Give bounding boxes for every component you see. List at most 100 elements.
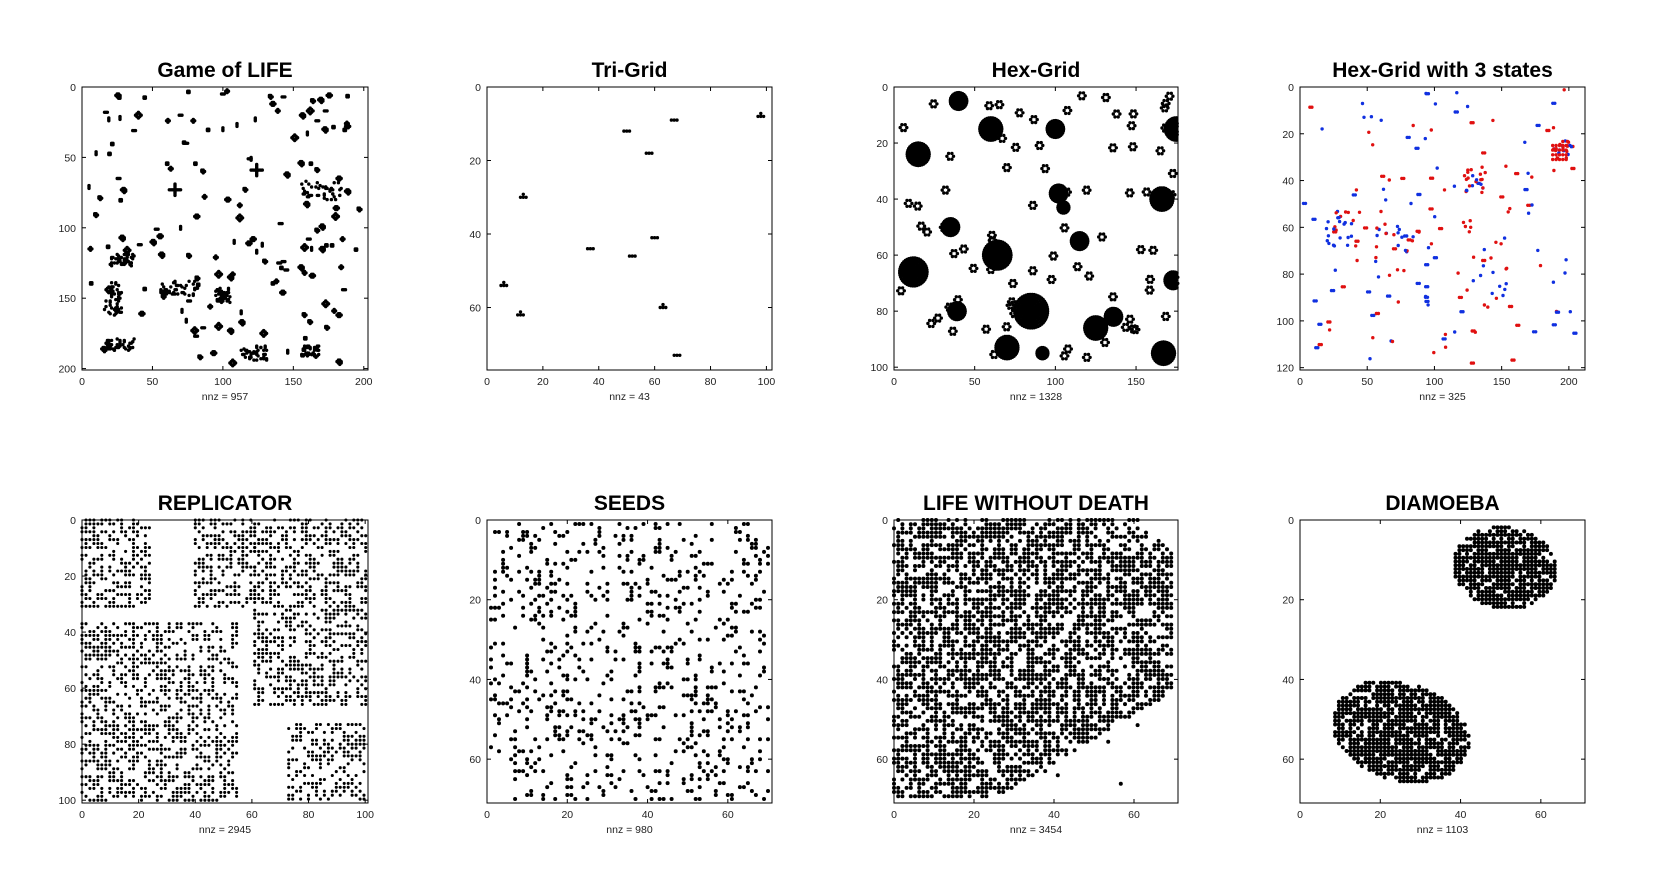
data-point [352, 569, 356, 573]
data-point [96, 604, 100, 608]
data-point [320, 608, 324, 612]
data-point [187, 629, 191, 634]
data-point [1112, 143, 1117, 147]
data-point [100, 541, 104, 546]
axes-frame [81, 86, 369, 371]
data-point [308, 534, 312, 538]
data-point [1554, 148, 1558, 152]
data-point [292, 612, 296, 616]
data-point [147, 561, 151, 565]
data-point [343, 128, 348, 133]
data-point [332, 310, 336, 314]
data-point [1019, 108, 1023, 112]
y-tick-label: 100 [58, 223, 76, 235]
data-point [120, 633, 124, 637]
data-point [308, 663, 312, 667]
data-point [324, 530, 328, 534]
data-point [321, 227, 325, 231]
data-point [1030, 120, 1035, 125]
data-point [288, 573, 292, 577]
data-point [898, 125, 902, 130]
data-point [975, 266, 979, 271]
data-point [1439, 226, 1444, 231]
data-point [585, 247, 590, 251]
data-point [1013, 300, 1017, 304]
data-point [280, 581, 285, 585]
data-point [308, 691, 312, 695]
data-point [120, 592, 124, 597]
data-point [348, 585, 352, 589]
data-point [296, 604, 300, 608]
data-point [209, 553, 213, 557]
data-point [1354, 188, 1359, 192]
data-point [129, 264, 133, 268]
data-point [255, 351, 259, 355]
data-point [324, 616, 328, 620]
data-point [309, 248, 314, 252]
data-point [124, 633, 128, 637]
data-point [128, 596, 132, 601]
data-point [225, 541, 229, 546]
data-point [364, 585, 368, 589]
data-point [128, 538, 132, 542]
data-point [1162, 317, 1166, 322]
data-point [171, 629, 175, 634]
data-point [109, 261, 114, 265]
data-point [284, 538, 288, 542]
data-point [253, 608, 257, 612]
data-point [108, 522, 112, 526]
data-point [1012, 148, 1016, 152]
data-point [1064, 111, 1068, 116]
data-point [143, 569, 147, 573]
data-point [257, 694, 261, 699]
data-point [128, 585, 132, 589]
data-point [900, 128, 904, 133]
panel-title: Hex-Grid [992, 59, 1081, 82]
data-point [288, 577, 292, 581]
data-point [954, 295, 958, 299]
data-point [968, 266, 972, 271]
data-point [292, 702, 296, 706]
data-point [280, 647, 285, 652]
x-tick-label: 60 [649, 376, 661, 388]
data-point [1417, 281, 1422, 286]
data-point [946, 157, 951, 161]
data-point [1119, 313, 1124, 317]
data-point [1160, 146, 1164, 150]
data-point [253, 522, 257, 526]
x-axis-label: nnz = 43 [609, 391, 650, 403]
data-point [1379, 209, 1383, 214]
data-point [356, 694, 360, 699]
data-point [340, 557, 344, 561]
data-point [288, 643, 292, 648]
data-point [147, 573, 151, 577]
data-point [257, 663, 261, 667]
data-point [364, 632, 368, 636]
data-point [1011, 297, 1016, 301]
data-point [1113, 115, 1117, 119]
data-point [147, 592, 151, 597]
data-point [324, 600, 328, 604]
data-point [119, 261, 124, 265]
data-point [1327, 241, 1331, 246]
data-point [1504, 267, 1508, 271]
data-point [221, 545, 225, 550]
data-point [269, 596, 273, 601]
data-point [152, 243, 156, 247]
data-point [276, 675, 281, 679]
data-point [1014, 314, 1018, 319]
data-point [92, 534, 96, 538]
data-point [317, 119, 321, 123]
data-point [1062, 190, 1066, 194]
data-point [1149, 285, 1154, 289]
data-point [1375, 233, 1379, 238]
data-point [332, 565, 336, 569]
data-point [261, 687, 265, 691]
data-point [1502, 236, 1507, 240]
data-point [950, 157, 954, 161]
data-point [191, 120, 195, 124]
data-point [92, 538, 96, 542]
data-point [269, 675, 273, 679]
data-point [271, 282, 276, 286]
data-point [1046, 349, 1050, 354]
